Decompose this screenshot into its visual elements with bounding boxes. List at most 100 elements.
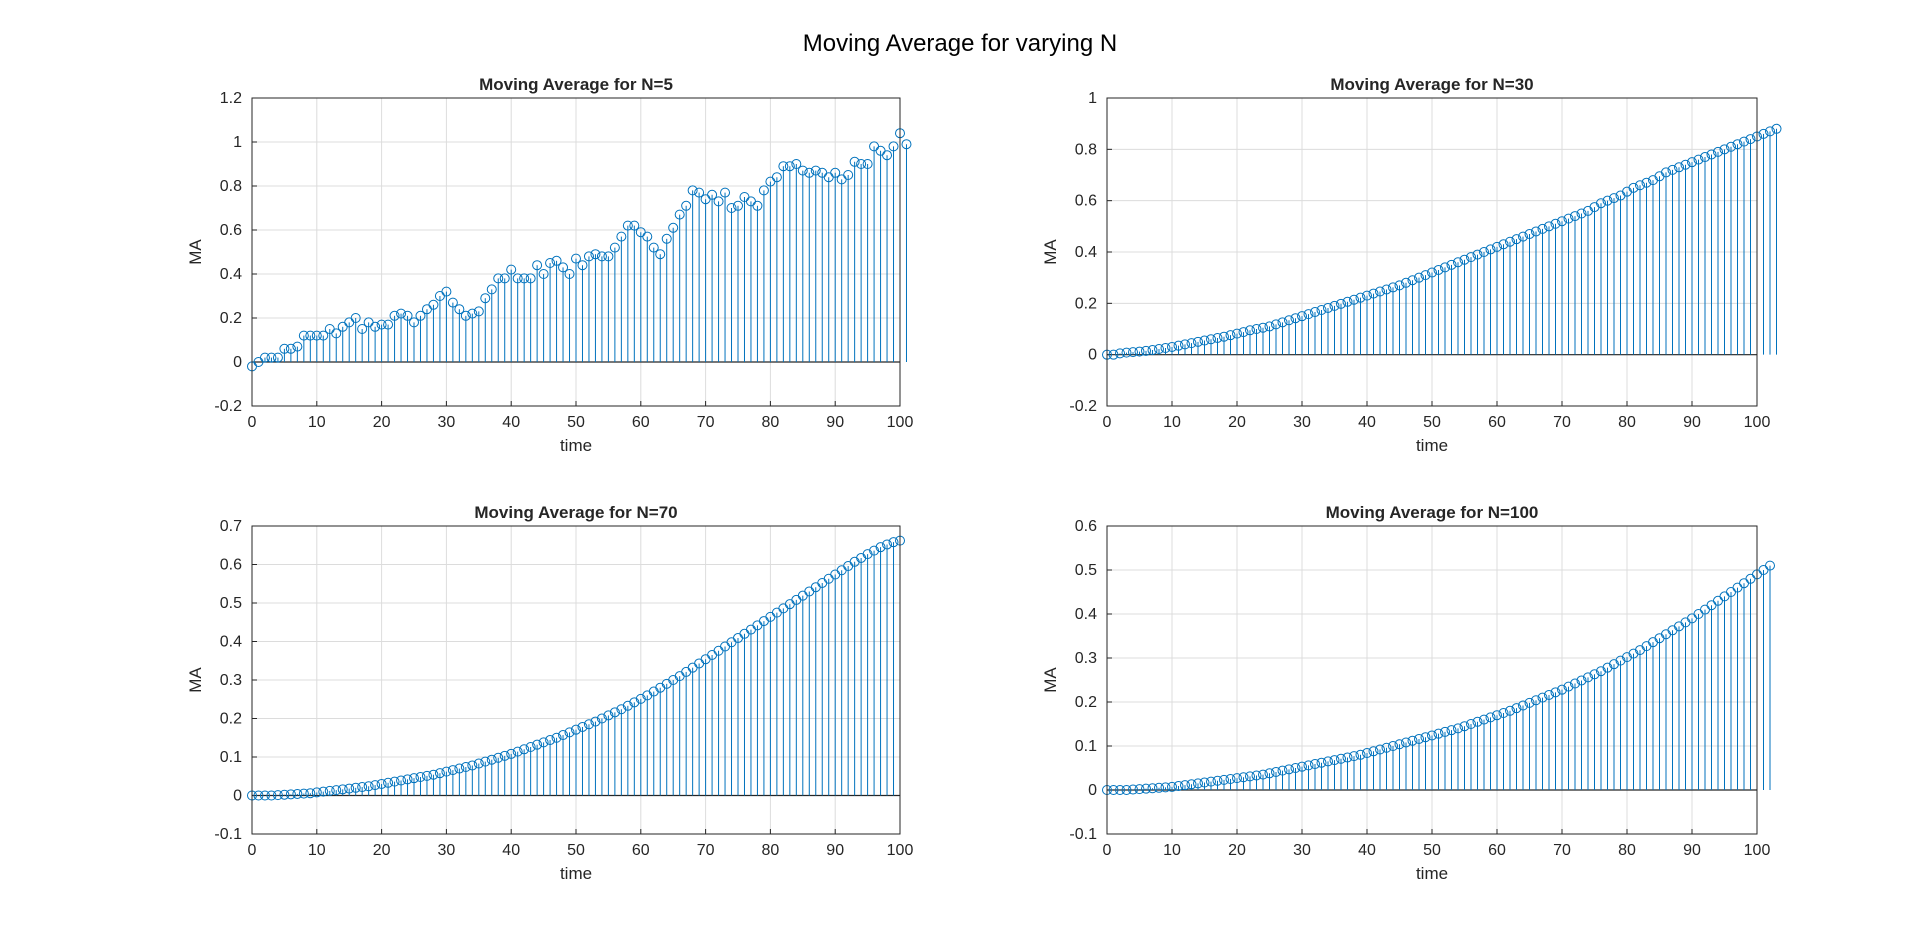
stem-marker: [305, 330, 316, 341]
stem-marker: [1414, 272, 1424, 283]
x-tick-label: 60: [1488, 414, 1506, 431]
x-axis-label: time: [1416, 864, 1448, 883]
stem-marker: [1615, 655, 1626, 666]
stem-marker: [629, 697, 640, 708]
y-axis-label: MA: [186, 667, 205, 693]
stem-marker: [493, 752, 504, 763]
stem-marker: [1518, 231, 1528, 242]
stem-marker: [1329, 300, 1340, 311]
stem-marker: [1284, 315, 1294, 326]
stem-marker: [862, 549, 873, 560]
stem-marker: [1661, 167, 1671, 178]
stem-marker: [1167, 781, 1177, 792]
stem-marker: [564, 269, 575, 279]
stem-marker: [1128, 347, 1138, 358]
stem-marker: [1479, 247, 1489, 257]
stem-marker: [1154, 782, 1164, 793]
stem-marker: [1368, 746, 1379, 757]
stem-marker: [1576, 675, 1587, 686]
stem-marker: [720, 187, 731, 198]
y-tick-label: 0.2: [1075, 295, 1097, 312]
stem-marker: [1355, 749, 1366, 760]
x-tick-label: 0: [1103, 414, 1112, 431]
stem-marker: [402, 774, 413, 785]
stem-marker: [882, 150, 893, 161]
y-tick-label: 0.2: [220, 310, 242, 327]
x-tick-label: 60: [1488, 842, 1506, 859]
x-tick-label: 100: [887, 842, 914, 859]
stem-marker: [830, 167, 841, 178]
x-tick-label: 60: [632, 842, 650, 859]
stem-marker: [1362, 290, 1372, 301]
stem-marker: [1570, 678, 1580, 689]
stem-marker: [1355, 292, 1366, 303]
stem-marker: [1277, 317, 1288, 328]
stem-marker: [409, 773, 419, 784]
stem-marker: [499, 750, 510, 761]
stem-marker: [1687, 157, 1697, 168]
stem-marker: [694, 187, 705, 198]
y-tick-label: 0.4: [1075, 606, 1097, 623]
stem-marker: [1498, 708, 1509, 718]
stem-marker: [1323, 756, 1333, 767]
stem-marker: [1173, 781, 1184, 792]
stem-marker: [1453, 257, 1463, 268]
stem-marker: [1381, 284, 1392, 295]
stem-marker: [558, 262, 569, 273]
stem-marker: [629, 220, 640, 231]
stem-marker: [493, 273, 504, 284]
stem-marker: [259, 790, 270, 801]
stem-marker: [596, 251, 607, 262]
chart-title: Moving Average for N=100: [1326, 503, 1539, 522]
stem-marker: [577, 721, 588, 732]
x-tick-label: 90: [826, 842, 844, 859]
stem-marker: [460, 310, 471, 321]
stem-marker: [1368, 288, 1379, 299]
stem-marker: [1427, 730, 1437, 741]
stem-marker: [1453, 723, 1463, 734]
stem-marker: [311, 787, 322, 798]
y-tick-label: 0.6: [220, 222, 242, 239]
stem-marker: [473, 758, 484, 769]
stem-marker: [279, 343, 290, 354]
stem-marker: [784, 161, 795, 172]
stem-marker: [525, 273, 536, 284]
y-axis-label: MA: [186, 239, 205, 265]
stem-marker: [1602, 195, 1613, 206]
stem-marker: [305, 788, 316, 799]
stem-marker: [843, 170, 854, 180]
stem-marker: [1180, 780, 1190, 791]
stem-marker: [324, 785, 335, 796]
y-tick-label: 0: [1088, 347, 1097, 364]
y-tick-label: 0.4: [220, 634, 242, 651]
y-axis-label: MA: [1041, 239, 1060, 265]
stem-marker: [532, 739, 543, 750]
stem-marker: [622, 220, 633, 231]
stem-marker: [525, 741, 536, 752]
stem-marker: [1271, 319, 1281, 330]
stem-marker: [1771, 123, 1782, 134]
stem-marker: [1271, 766, 1281, 777]
y-tick-label: 0.2: [220, 711, 242, 728]
stem-marker: [519, 273, 530, 284]
y-tick-label: 0.8: [220, 178, 242, 195]
stem-marker: [1459, 254, 1470, 265]
x-axis-label: time: [560, 864, 592, 883]
stem-marker: [571, 724, 581, 735]
stem-marker: [1635, 180, 1645, 191]
y-tick-label: -0.2: [214, 398, 242, 415]
x-tick-label: 80: [1618, 842, 1636, 859]
stem-marker: [1557, 684, 1567, 695]
stem-marker: [577, 260, 588, 271]
x-tick-label: 70: [697, 842, 715, 859]
stem-marker: [1206, 776, 1216, 787]
stem-marker: [1589, 669, 1600, 680]
stem-marker: [856, 159, 867, 169]
stem-marker: [480, 293, 491, 304]
stem-marker: [1492, 710, 1502, 721]
x-tick-label: 30: [438, 842, 456, 859]
stem-marker: [396, 308, 407, 319]
stem-marker: [616, 231, 627, 242]
stem-marker: [1472, 249, 1483, 260]
stem-marker: [1680, 159, 1691, 170]
